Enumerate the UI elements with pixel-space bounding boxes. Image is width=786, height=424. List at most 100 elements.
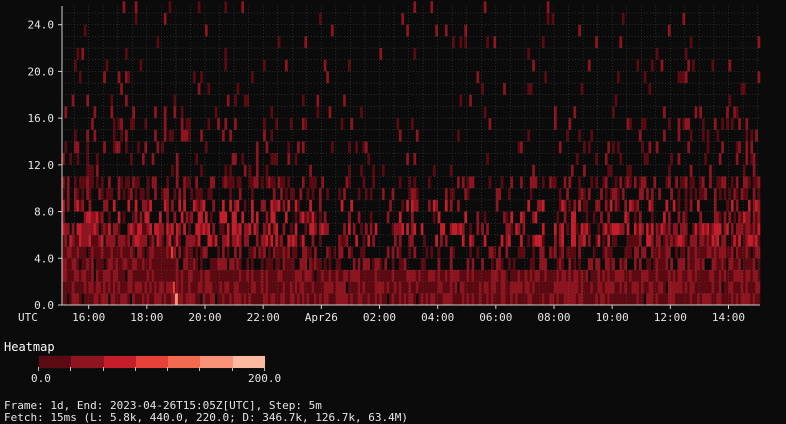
heatmap-cell xyxy=(476,223,480,235)
heatmap-cell xyxy=(730,199,734,212)
heatmap-cell xyxy=(197,223,201,235)
heatmap-cell xyxy=(86,234,89,247)
heatmap-cell xyxy=(311,223,315,235)
heatmap-cell xyxy=(716,129,720,142)
heatmap-cell xyxy=(251,258,254,270)
heatmap-cell xyxy=(493,246,497,259)
heatmap-cell xyxy=(275,269,278,282)
heatmap-cell xyxy=(466,258,470,270)
heatmap-cell xyxy=(263,293,266,305)
heatmap-cell xyxy=(343,234,346,247)
heatmap-cell xyxy=(745,188,749,200)
heatmap-cell xyxy=(76,48,80,60)
heatmap-cell xyxy=(544,258,548,270)
heatmap-cell xyxy=(745,153,749,165)
heatmap-cell xyxy=(268,234,271,247)
heatmap-cell xyxy=(163,246,167,259)
heatmap-cell xyxy=(541,258,545,270)
legend-tick xyxy=(70,367,72,371)
heatmap-cell xyxy=(86,164,89,177)
heatmap-cell xyxy=(423,234,426,247)
heatmap-cell xyxy=(149,246,152,259)
heatmap-cell xyxy=(277,293,281,305)
heatmap-cell xyxy=(517,281,521,294)
y-tick-label: 24.0 xyxy=(28,19,55,32)
heatmap-cell xyxy=(529,258,533,270)
heatmap-cell xyxy=(328,269,332,282)
heatmap-cell xyxy=(745,118,749,130)
heatmap-cell xyxy=(483,281,487,294)
heatmap-cell xyxy=(515,293,518,305)
heatmap-cell xyxy=(183,188,186,200)
heatmap-cell xyxy=(139,293,143,305)
heatmap-cell xyxy=(282,199,286,212)
heatmap-cell xyxy=(517,293,521,305)
heatmap-cell xyxy=(209,293,213,305)
heatmap-cell xyxy=(573,106,577,119)
heatmap-cell xyxy=(694,293,698,305)
heatmap-cell xyxy=(190,293,194,305)
heatmap-cell xyxy=(394,281,397,294)
heatmap-cell xyxy=(728,258,732,270)
heatmap-cell xyxy=(517,246,521,259)
heatmap-cell xyxy=(607,281,611,294)
heatmap-cell xyxy=(374,223,378,235)
heatmap-cell xyxy=(76,188,80,200)
heatmap-cell xyxy=(132,223,135,235)
heatmap-cell xyxy=(398,211,402,224)
heatmap-cell xyxy=(335,293,339,305)
heatmap-cell xyxy=(105,281,109,294)
heatmap-cell xyxy=(95,153,99,165)
heatmap-cell xyxy=(570,246,574,259)
heatmap-cell xyxy=(563,269,567,282)
heatmap-cell xyxy=(311,293,315,305)
heatmap-cell xyxy=(280,246,283,259)
heatmap-cell xyxy=(738,211,741,224)
heatmap-cell xyxy=(236,269,240,282)
heatmap-cell xyxy=(76,199,80,212)
heatmap-cell xyxy=(558,246,562,259)
heatmap-cell xyxy=(658,258,661,270)
heatmap-cell xyxy=(151,258,155,270)
heatmap-cell xyxy=(122,293,126,305)
heatmap-cell xyxy=(570,164,574,177)
heatmap-cell xyxy=(648,83,652,95)
heatmap-cell xyxy=(452,223,455,235)
heatmap-cell xyxy=(534,281,538,294)
heatmap-cell xyxy=(352,293,356,305)
heatmap-cell xyxy=(677,118,681,130)
heatmap-cell xyxy=(195,223,199,235)
heatmap-cell xyxy=(718,153,722,165)
heatmap-cell xyxy=(612,223,615,235)
heatmap-cell xyxy=(665,269,669,282)
heatmap-cell xyxy=(372,176,375,189)
heatmap-cell xyxy=(372,269,375,282)
heatmap-cell xyxy=(98,188,102,200)
heatmap-cell xyxy=(500,176,504,189)
heatmap-cell xyxy=(675,281,678,294)
heatmap-cell xyxy=(757,71,761,84)
heatmap-cell xyxy=(474,281,477,294)
heatmap-cell xyxy=(331,281,334,294)
heatmap-cell xyxy=(144,234,148,247)
heatmap-cell xyxy=(221,234,225,247)
heatmap-cell xyxy=(595,176,598,189)
heatmap-cell xyxy=(229,129,232,142)
heatmap-cell xyxy=(202,246,206,259)
heatmap-cell xyxy=(372,258,375,270)
heatmap-cell xyxy=(629,281,632,294)
heatmap-cell xyxy=(568,258,572,270)
heatmap-cell xyxy=(323,59,327,72)
heatmap-cell xyxy=(166,293,169,305)
heatmap-cell xyxy=(587,281,591,294)
heatmap-cell xyxy=(483,234,487,247)
heatmap-cell xyxy=(597,281,601,294)
heatmap-cell xyxy=(183,223,186,235)
heatmap-cell xyxy=(488,269,492,282)
heatmap-cell xyxy=(197,281,201,294)
heatmap-cell xyxy=(411,188,414,200)
heatmap-cell xyxy=(503,281,506,294)
heatmap-cell xyxy=(684,71,688,84)
heatmap-cell xyxy=(301,281,305,294)
heatmap-cell xyxy=(287,281,291,294)
